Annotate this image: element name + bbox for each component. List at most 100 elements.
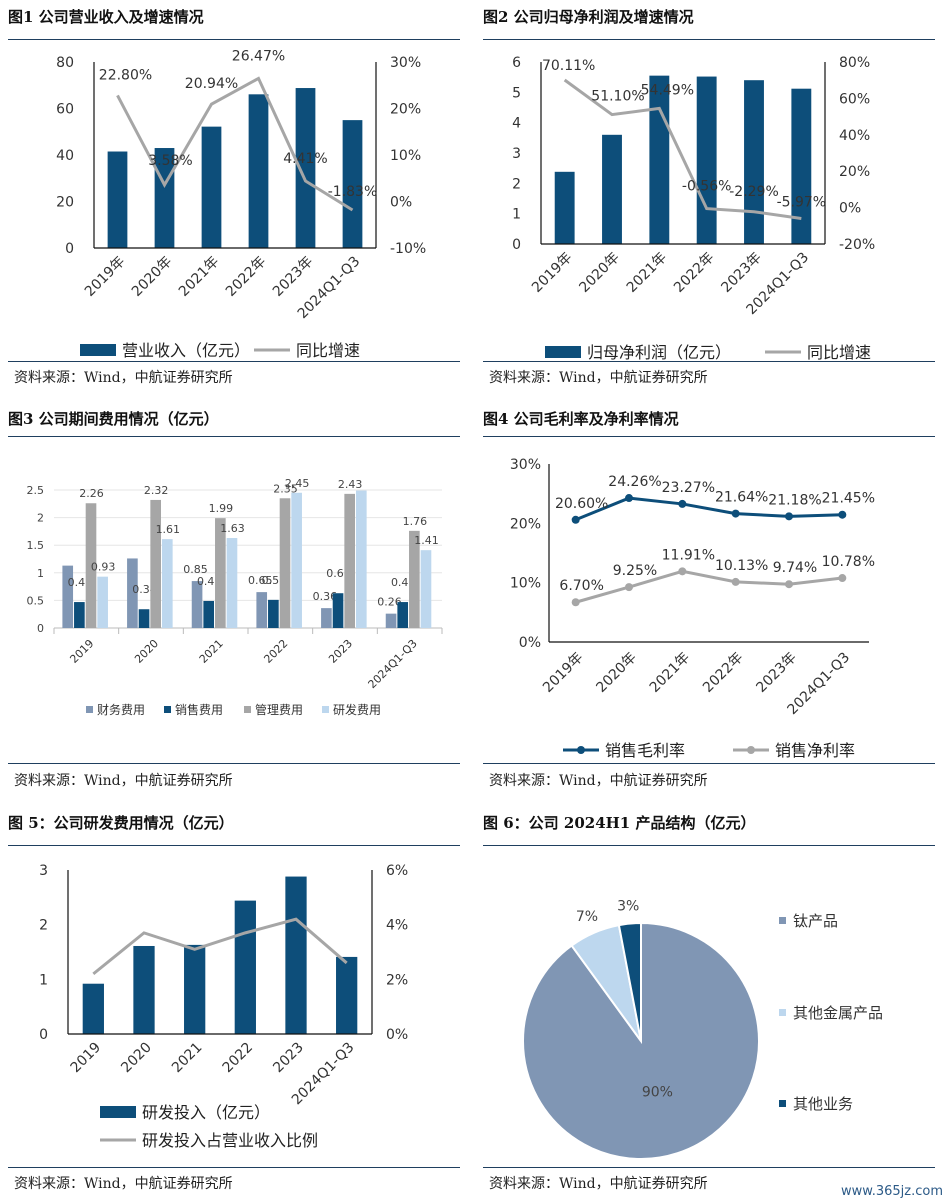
x-tick-label: 2021年 — [176, 254, 222, 300]
title-rule — [8, 39, 460, 40]
source-rule — [8, 1167, 460, 1168]
y-tick-label: 5 — [512, 85, 521, 101]
y2-tick-label: 40% — [839, 128, 870, 144]
x-tick-label: 2021年 — [647, 650, 693, 696]
chart-revenue: 80 60 40 20 0 30% 20% 10% 0% -10% 22.80% 3.58% 20.94… — [56, 48, 426, 360]
legend-swatch — [779, 1100, 786, 1107]
series-marker — [678, 499, 687, 508]
y2-tick-label: 0% — [839, 201, 861, 217]
series-marker — [571, 515, 580, 524]
y-tick-label: 30% — [510, 457, 541, 473]
bar-data-label: 1.99 — [209, 502, 234, 515]
bar-data-label: 0.93 — [91, 561, 116, 574]
line-data-label: 51.10% — [591, 89, 644, 105]
y2-tick-label: 6% — [386, 863, 408, 879]
watermark: www.365jz.com — [841, 1184, 943, 1199]
series-line — [575, 496, 843, 522]
x-tick-label: 2019年 — [540, 650, 586, 696]
series-line — [575, 569, 843, 604]
y-tick-label: 4 — [512, 116, 521, 132]
legend-label: 其他金属产品 — [793, 1004, 883, 1022]
series-marker — [785, 512, 793, 521]
series-marker — [571, 598, 580, 607]
x-tick-label: 2022 — [220, 1040, 257, 1077]
line-data-label: 21.18% — [768, 492, 821, 508]
legend-swatch — [779, 917, 786, 924]
source-note: 资料来源：Wind，中航证券研究所 — [489, 370, 708, 386]
source-note: 资料来源：Wind，中航证券研究所 — [489, 773, 708, 789]
bar — [161, 539, 173, 628]
line-data-label: -0.56% — [682, 179, 732, 195]
line-data-label: 11.91% — [662, 547, 715, 563]
line-data-label: 10.13% — [715, 558, 768, 574]
bar — [215, 518, 226, 628]
x-tick-label: 2023年 — [270, 254, 316, 300]
bar — [385, 613, 397, 628]
line-data-label: 20.94% — [185, 76, 238, 92]
y-tick-label: 2 — [512, 176, 521, 192]
x-tick-label: 2019 — [67, 637, 96, 666]
bar — [295, 88, 316, 248]
bar-data-label: 2.32 — [144, 484, 169, 497]
figure-title: 图1 公司营业收入及增速情况 — [8, 8, 204, 26]
bar — [203, 600, 215, 628]
legend-swatch — [164, 706, 171, 713]
source-rule — [483, 361, 935, 362]
bar — [342, 120, 363, 248]
bar — [420, 550, 432, 628]
legend-swatch — [322, 706, 329, 713]
panel-fig6: 图 6：公司 2024H1 产品结构（亿元） 90% 7% 3% 钛产品 其他金属产品其… — [483, 812, 935, 1201]
bar — [291, 492, 302, 628]
bar — [150, 499, 161, 628]
y2-tick-label: 60% — [839, 91, 870, 107]
y2-tick-label: 20% — [839, 164, 870, 180]
panel-fig4: 图4 公司毛利率及净利率情况 30% 20% 10% 0% 20.60% 24.26% 23… — [483, 408, 935, 798]
figure-title: 图4 公司毛利率及净利率情况 — [483, 410, 679, 428]
line-data-label: 23.27% — [662, 480, 715, 496]
x-tick-label: 2020 — [132, 637, 161, 666]
bar — [256, 592, 268, 628]
x-tick-label: 2020 — [118, 1040, 155, 1077]
bar — [62, 565, 74, 628]
y-tick-label: 1 — [37, 567, 44, 580]
title-rule — [483, 39, 935, 40]
y-tick-label: 1 — [512, 207, 521, 223]
bar — [409, 530, 420, 628]
x-tick-label: 2023年 — [718, 250, 764, 296]
line-data-label: 54.49% — [641, 82, 694, 98]
source-note: 资料来源：Wind，中航证券研究所 — [489, 1176, 708, 1192]
x-tick-label: 2019 — [68, 1040, 105, 1077]
bar — [279, 498, 291, 628]
legend-swatch — [779, 1009, 786, 1016]
line-data-label: 9.74% — [773, 560, 817, 576]
bar — [133, 945, 155, 1034]
y2-tick-label: 10% — [390, 148, 421, 164]
series-marker — [731, 509, 740, 518]
x-tick-label: 2019年 — [82, 254, 128, 300]
y-tick-label: 20 — [56, 195, 74, 211]
bar — [201, 126, 222, 248]
series-marker — [838, 510, 847, 519]
y2-tick-label: 30% — [390, 55, 421, 71]
bar — [191, 581, 203, 628]
x-tick-label: 2023 — [326, 637, 355, 666]
bar-data-label: 2.35 — [273, 482, 298, 495]
line-data-label: 24.26% — [608, 474, 661, 490]
figure-title: 图 5：公司研发费用情况（亿元） — [8, 814, 234, 832]
bar — [321, 608, 332, 628]
series-line — [92, 917, 348, 976]
pie-slice — [617, 921, 642, 1042]
bar — [226, 538, 238, 628]
y2-tick-label: -10% — [390, 241, 426, 257]
y-tick-label: 80 — [56, 55, 74, 71]
bar — [602, 134, 622, 244]
bar — [248, 94, 269, 248]
legend-label: 钛产品 — [793, 912, 838, 930]
y2-tick-label: 2% — [386, 972, 408, 988]
legend-label: 销售费用 — [175, 702, 223, 717]
legend-swatch-bar — [100, 1106, 136, 1118]
line-data-label: 20.60% — [555, 496, 608, 512]
y2-tick-label: 4% — [386, 918, 408, 934]
y-tick-label: 2.5 — [27, 484, 45, 497]
